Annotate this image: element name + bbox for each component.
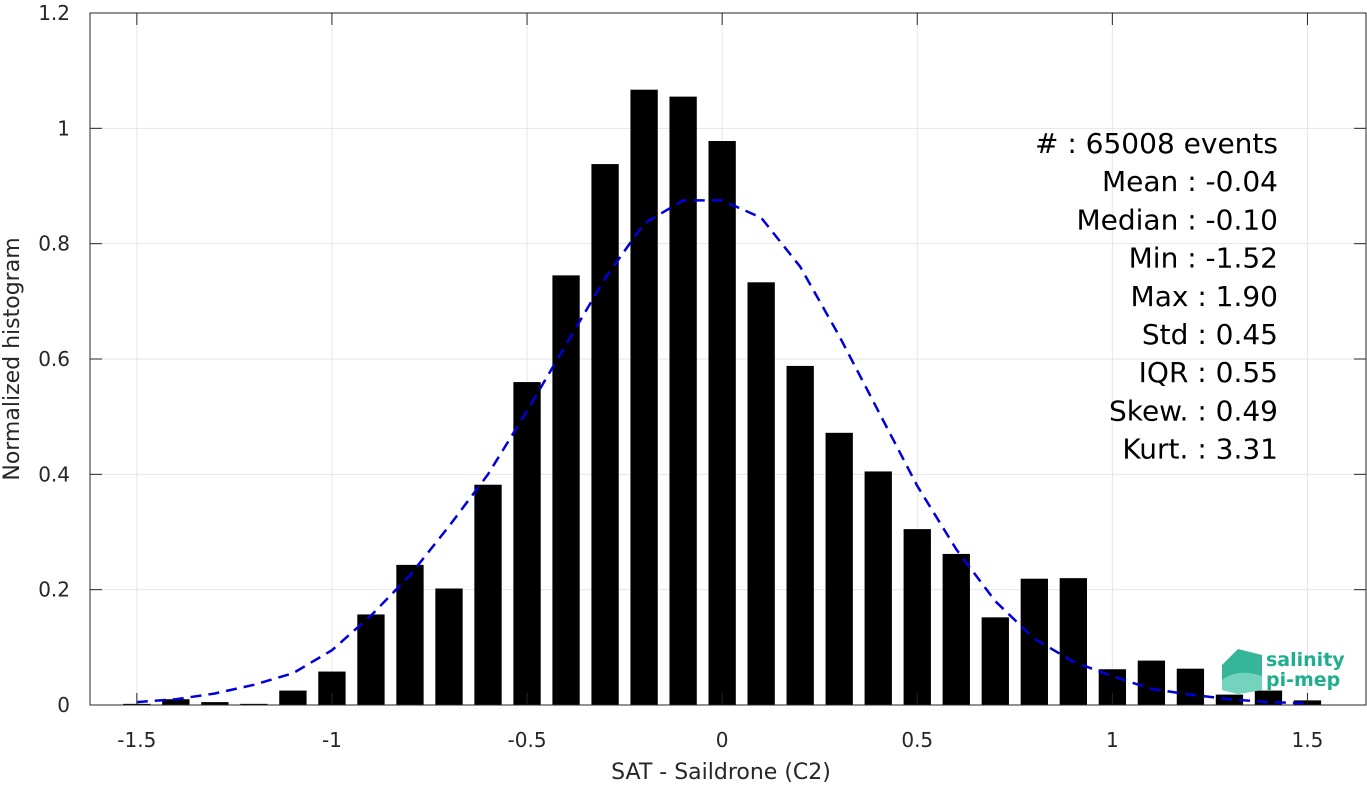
stat-line: Std : 0.45 [1142, 318, 1278, 351]
x-tick-label: 1 [1106, 728, 1119, 752]
histogram-bar [396, 564, 424, 705]
y-tick-label: 1.2 [38, 1, 70, 25]
y-tick-label: 0.8 [38, 232, 70, 256]
histogram-bar [669, 96, 697, 705]
histogram-bar [1059, 578, 1087, 705]
histogram-bar [474, 484, 502, 705]
histogram-bar [435, 588, 463, 705]
stat-line: Mean : -0.04 [1102, 165, 1278, 198]
x-tick-label: -0.5 [508, 728, 547, 752]
salinity-pi-mep-logo: salinity pi-mep [1222, 649, 1345, 694]
histogram-bar [1176, 668, 1205, 705]
x-tick-label: -1 [322, 728, 342, 752]
stat-line: Kurt. : 3.31 [1122, 433, 1278, 466]
y-tick-label: 0 [57, 693, 70, 717]
histogram-bar [591, 164, 619, 705]
y-tick-label: 0.4 [38, 462, 70, 486]
histogram-bar [162, 699, 190, 705]
y-tick-label: 1 [57, 116, 70, 140]
histogram-bar [903, 529, 931, 705]
histogram-bar [1137, 660, 1166, 705]
logo-wave-icon-highlight [1222, 672, 1262, 694]
histogram-bar [240, 703, 268, 705]
histogram-bar [825, 432, 853, 705]
y-tick-label: 0.2 [38, 578, 70, 602]
histogram-bar [981, 617, 1009, 705]
histogram-bar [747, 282, 775, 705]
histogram-bar [279, 690, 307, 705]
histogram-bar [1020, 578, 1048, 705]
histogram-bar [201, 702, 229, 705]
stat-line: Max : 1.90 [1131, 280, 1278, 313]
histogram-bar [942, 553, 970, 705]
x-tick-label: -1.5 [117, 728, 156, 752]
histogram-bar [552, 275, 580, 705]
y-axis-label: Normalized histogram [0, 237, 25, 480]
x-axis-label: SAT - Saildrone (C2) [611, 760, 831, 785]
histogram-bar [708, 141, 736, 705]
normal-fit-curve [136, 199, 1308, 705]
x-tick-label: 1.5 [1292, 728, 1324, 752]
histogram-bar [864, 471, 892, 705]
histogram-bar [630, 89, 658, 706]
logo-text-line1: salinity [1266, 649, 1345, 671]
histogram-bar [513, 382, 541, 705]
axis-ticks: -1.5 -1 -0.5 0 0.5 1 1.5 0 0.2 0.4 0.6 0.8 1 1.2 [38, 1, 1366, 752]
stat-line: Skew. : 0.49 [1109, 394, 1278, 427]
statistics-box: # : 65008 events Mean : -0.04 Median : -0.… [1035, 127, 1278, 466]
stat-line: Min : -1.52 [1129, 242, 1278, 275]
stat-line: # : 65008 events [1035, 127, 1278, 160]
histogram-bar [786, 365, 814, 705]
stat-line: Median : -0.10 [1076, 203, 1278, 236]
y-tick-label: 0.6 [38, 347, 70, 371]
stat-line: IQR : 0.55 [1139, 356, 1278, 389]
histogram-bars [123, 89, 1322, 706]
logo-text-line2: pi-mep [1266, 669, 1340, 691]
x-tick-label: 0.5 [901, 728, 933, 752]
x-tick-label: 0 [716, 728, 729, 752]
histogram-bar [357, 614, 385, 705]
